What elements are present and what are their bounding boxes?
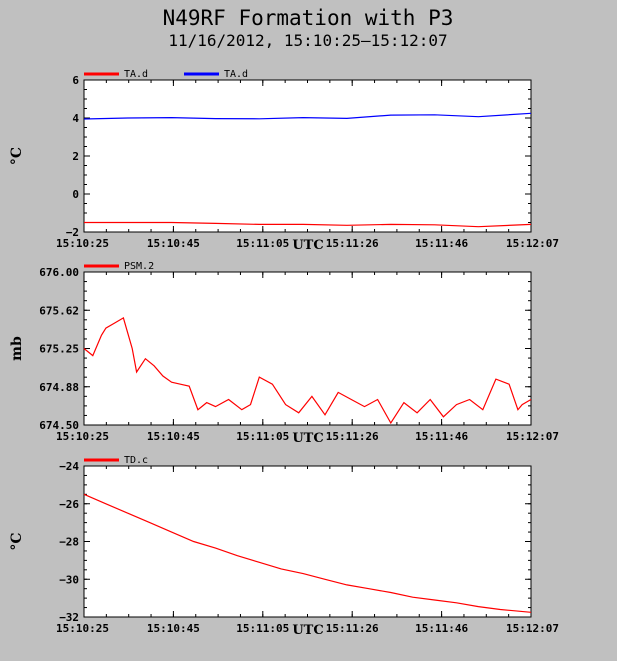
x-tick-label: 15:11:26: [326, 622, 379, 635]
plot-area: [83, 271, 532, 426]
x-tick-label: 15:11:26: [326, 430, 379, 443]
y-tick-label: 674.88: [39, 381, 79, 394]
series-line-1: [84, 221, 532, 228]
legend-label: TA.d: [124, 69, 148, 80]
y-tick-label: 2: [72, 150, 79, 163]
x-tick-label: 15:11:46: [415, 237, 468, 250]
x-tick-label: 15:11:05: [236, 430, 289, 443]
y-axis-label: mb: [9, 336, 25, 361]
x-tick-label: 15:12:07: [506, 622, 559, 635]
x-tick-label: 15:11:46: [415, 622, 468, 635]
series-line-2: [83, 112, 532, 120]
y-tick-label: 0: [72, 188, 79, 201]
legend-label: TD.c: [124, 455, 148, 466]
y-tick-label: 675.62: [39, 304, 79, 317]
x-tick-label: 15:11:05: [236, 237, 289, 250]
y-tick-label: −24: [59, 460, 79, 473]
y-axis-label: °C: [9, 532, 25, 550]
y-tick-label: −28: [59, 536, 79, 549]
y-tick-label: −30: [59, 573, 79, 586]
series-line-1: [83, 493, 532, 613]
x-axis-label: UTC: [292, 238, 323, 253]
plot-area: [83, 79, 532, 233]
x-tick-label: 15:12:07: [506, 237, 559, 250]
x-tick-label: 15:11:26: [326, 237, 379, 250]
series-line-1: [83, 316, 532, 425]
x-tick-label: 15:10:25: [56, 622, 109, 635]
x-tick-label: 15:10:45: [147, 622, 200, 635]
y-tick-label: 4: [72, 112, 79, 125]
y-tick-label: −32: [59, 611, 79, 624]
legend-label: PSM.2: [124, 261, 154, 272]
x-axis-label: UTC: [292, 623, 323, 638]
y-tick-label: 675.25: [39, 343, 79, 356]
x-tick-label: 15:10:25: [56, 237, 109, 250]
x-tick-label: 15:10:45: [147, 237, 200, 250]
legend-label: TA.d: [224, 69, 248, 80]
y-tick-label: 6: [72, 74, 79, 87]
y-tick-label: 674.50: [39, 419, 79, 432]
chart-title: N49RF Formation with P3: [163, 6, 454, 30]
x-axis-label: UTC: [292, 431, 323, 446]
y-tick-label: −2: [66, 226, 79, 239]
y-tick-label: −26: [59, 498, 79, 511]
plot-area: [83, 465, 532, 618]
x-tick-label: 15:11:46: [415, 430, 468, 443]
x-tick-label: 15:10:45: [147, 430, 200, 443]
y-tick-label: 676.00: [39, 266, 79, 279]
x-tick-label: 15:11:05: [236, 622, 289, 635]
y-axis-label: °C: [9, 147, 25, 165]
chart-panel-1: 6 4 2 0 −215:10:25 15:10:45 15:11:05 15:11:26 15…: [9, 69, 559, 253]
x-tick-label: 15:12:07: [506, 430, 559, 443]
chart-subtitle: 11/16/2012, 15:10:25–15:12:07: [168, 31, 447, 50]
x-tick-label: 15:10:25: [56, 430, 109, 443]
